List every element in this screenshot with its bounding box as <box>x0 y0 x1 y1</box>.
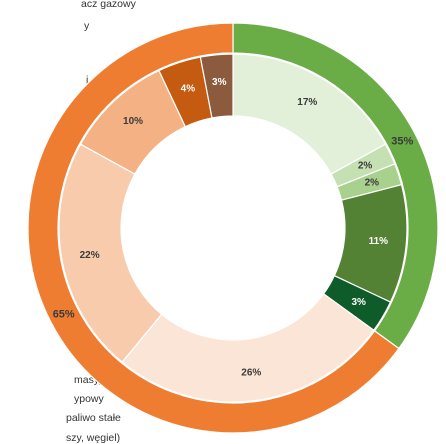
inner-slice-label: 17% <box>297 97 317 108</box>
inner-slice-label: 2% <box>365 177 380 188</box>
outer-slice-label: 35% <box>391 136 413 148</box>
inner-slice-label: 3% <box>351 297 366 308</box>
inner-slice-label: 3% <box>212 77 227 88</box>
inner-slice-label: 4% <box>181 84 196 95</box>
data-labels: 35% 65% 17% 2% 2% 11% 3% 26% 22% 10% 4% 3% <box>53 77 414 378</box>
inner-slice-label: 22% <box>80 250 100 261</box>
inner-slice-label: 11% <box>369 236 389 247</box>
outer-ring <box>27 22 439 434</box>
inner-slice <box>121 292 375 403</box>
inner-slice-label: 26% <box>241 367 261 378</box>
inner-slice-label: 10% <box>123 116 143 127</box>
outer-slice <box>27 22 400 434</box>
inner-slice-label: 2% <box>358 160 373 171</box>
inner-slice <box>199 53 234 119</box>
outer-slice-label: 65% <box>53 308 75 320</box>
inner-ring <box>58 53 408 403</box>
